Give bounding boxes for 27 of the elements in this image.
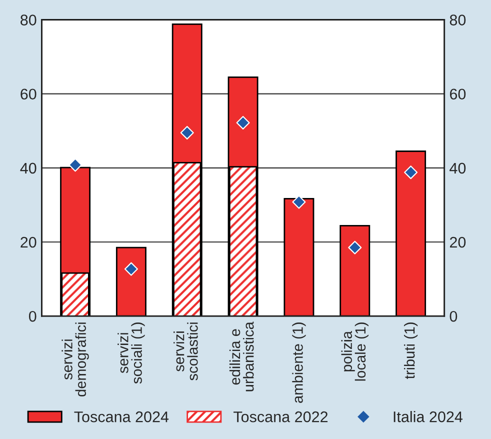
y-tick-label: 60 (20, 88, 36, 100)
y2-tick-label: 40 (450, 162, 466, 174)
y-tick-label: 80 (20, 14, 36, 26)
point (348, 240, 362, 254)
point (236, 116, 250, 130)
point (180, 126, 194, 140)
y-tick-label: 0 (28, 310, 36, 322)
x-tick-label: ambiente (1) (292, 322, 306, 403)
x-tick-label: servizi scolastici (174, 322, 198, 380)
y2-tick-label: 80 (450, 14, 466, 26)
x-tick-label: edilizia e urbanistica (229, 322, 254, 392)
legend-label: Toscana 2022 (234, 411, 328, 422)
y2-tick-label: 20 (450, 236, 466, 248)
x-tick-label: polizia locale (1) (341, 322, 368, 381)
point (404, 166, 418, 180)
x-tick-label: servizi sociali (1) (118, 322, 145, 384)
legend-label: Italia 2024 (394, 411, 463, 422)
y2-tick-label: 60 (450, 88, 466, 100)
y2-tick-label: 0 (450, 310, 458, 322)
point (292, 195, 306, 209)
x-tick-label: servizi demografici (62, 322, 89, 396)
x-tick-label: tributi (1) (404, 322, 418, 379)
point (124, 262, 138, 276)
y-tick-label: 40 (20, 162, 36, 174)
point (68, 158, 82, 172)
y-tick-label: 20 (20, 236, 36, 248)
legend-label: Toscana 2024 (74, 411, 169, 422)
